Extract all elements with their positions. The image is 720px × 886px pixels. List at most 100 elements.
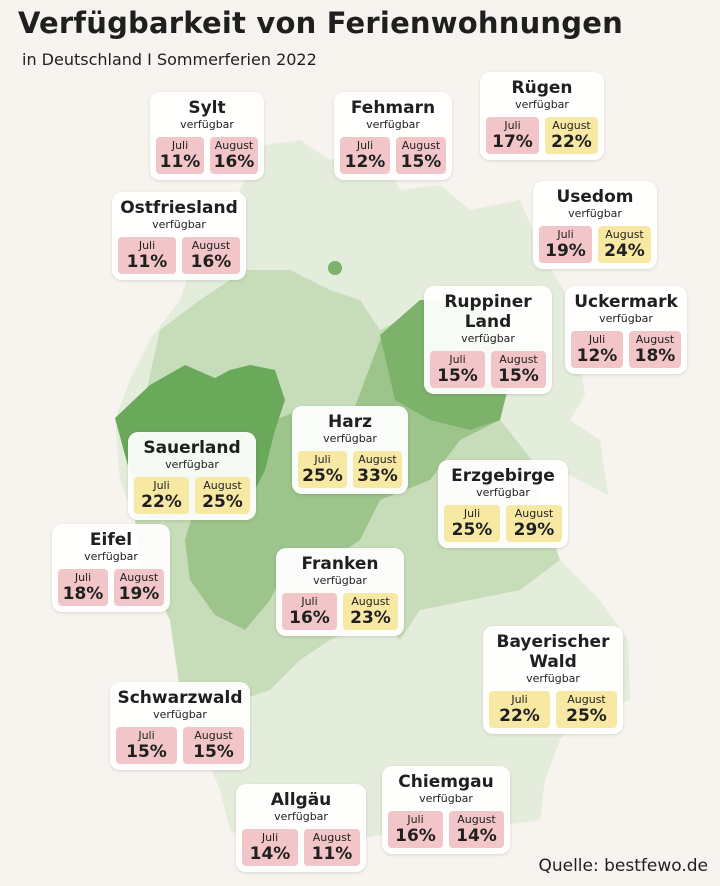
juli-value: 17% — [492, 132, 533, 152]
juli-value: 11% — [159, 152, 201, 172]
month-label: August — [119, 571, 159, 584]
region-label: verfügbar — [476, 486, 530, 499]
juli-value: 19% — [545, 241, 586, 261]
august-value: 15% — [498, 366, 539, 386]
juli-value: 12% — [576, 346, 618, 366]
month-label: Juli — [511, 693, 528, 706]
region-label: verfügbar — [419, 792, 473, 805]
region-name: Rügen — [511, 78, 573, 98]
juli-value: 14% — [249, 844, 291, 864]
region-name: Erzgebirge — [451, 466, 555, 486]
juli-value: 12% — [344, 152, 386, 172]
august-cell: August 23% — [343, 593, 398, 630]
juli-cell: Juli 14% — [242, 829, 298, 866]
august-cell: August 15% — [183, 727, 244, 764]
month-label: August — [358, 453, 397, 466]
month-label: Juli — [588, 333, 606, 346]
region-card-schwarzwald: Schwarzwald verfügbar Juli 15% August 15% — [110, 682, 250, 770]
juli-value: 25% — [451, 520, 493, 540]
juli-cell: Juli 12% — [340, 137, 390, 174]
august-value: 25% — [566, 706, 607, 726]
region-label: verfügbar — [84, 550, 138, 563]
august-value: 25% — [202, 492, 243, 512]
month-label: August — [351, 595, 390, 608]
august-value: 14% — [456, 826, 497, 846]
region-card-fehmarn: Fehmarn verfügbar Juli 12% August 15% — [334, 92, 452, 180]
month-label: Juli — [449, 353, 466, 366]
month-label: August — [214, 139, 254, 152]
month-label: Juli — [74, 571, 92, 584]
august-cell: August 24% — [598, 226, 651, 263]
region-card-sauerland: Sauerland verfügbar Juli 22% August 25% — [128, 432, 256, 520]
august-cell: August 33% — [353, 451, 402, 488]
august-cell: August 15% — [491, 351, 546, 388]
region-card-uckermark: Uckermark verfügbar Juli 12% August 18% — [565, 286, 687, 374]
juli-cell: Juli 22% — [134, 477, 189, 514]
region-label: verfügbar — [323, 432, 377, 445]
juli-cell: Juli 17% — [486, 117, 539, 154]
month-label: August — [191, 239, 231, 252]
region-name-line1: Ruppiner — [444, 292, 532, 312]
juli-cell: Juli 15% — [116, 727, 177, 764]
juli-value: 16% — [395, 826, 436, 846]
juli-cell: Juli 11% — [156, 137, 204, 174]
region-card-ruegen: Rügen verfügbar Juli 17% August 22% — [480, 72, 604, 160]
region-name: Eifel — [89, 530, 133, 550]
juli-value: 18% — [62, 584, 104, 604]
month-label: Juli — [138, 239, 156, 252]
month-label: August — [194, 729, 233, 742]
juli-cell: Juli 12% — [571, 331, 623, 368]
month-label: August — [552, 119, 591, 132]
august-value: 23% — [350, 608, 391, 628]
region-label: verfügbar — [165, 458, 219, 471]
month-label: Juli — [463, 507, 481, 520]
month-label: Juli — [504, 119, 521, 132]
region-name: Fehmarn — [350, 98, 436, 118]
region-card-erzgebirge: Erzgebirge verfügbar Juli 25% August 29% — [438, 460, 568, 548]
august-cell: August 16% — [182, 237, 240, 274]
region-card-allgaeu: Allgäu verfügbar Juli 14% August 11% — [236, 784, 366, 872]
august-value: 11% — [311, 844, 353, 864]
page-title: Verfügbarkeit von Ferienwohnungen — [18, 6, 623, 40]
region-card-eifel: Eifel verfügbar Juli 18% August 19% — [52, 524, 170, 612]
august-cell: August 29% — [506, 505, 562, 542]
month-label: August — [499, 353, 538, 366]
region-card-bayerischer-wald: Bayerischer Wald verfügbar Juli 22% Augus… — [483, 626, 623, 734]
august-value: 24% — [604, 241, 645, 261]
region-label: verfügbar — [515, 98, 569, 111]
month-label: Juli — [261, 831, 279, 844]
month-label: Juli — [557, 228, 574, 241]
month-label: Juli — [314, 453, 331, 466]
juli-value: 25% — [302, 466, 343, 486]
august-value: 16% — [190, 252, 232, 272]
region-name-line2: Land — [464, 312, 512, 332]
region-card-sylt: Sylt verfügbar Juli 11% August 16% — [150, 92, 264, 180]
juli-cell: Juli 11% — [118, 237, 176, 274]
region-name: Sauerland — [143, 438, 241, 458]
august-value: 16% — [213, 152, 255, 172]
juli-value: 11% — [126, 252, 168, 272]
region-card-harz: Harz verfügbar Juli 25% August 33% — [292, 406, 408, 494]
august-value: 18% — [634, 346, 676, 366]
juli-cell: Juli 16% — [282, 593, 337, 630]
august-cell: August 25% — [195, 477, 250, 514]
region-label: verfügbar — [366, 118, 420, 131]
region-name: Uckermark — [574, 292, 678, 312]
august-cell: August 25% — [556, 691, 617, 728]
juli-cell: Juli 18% — [58, 569, 108, 606]
juli-value: 15% — [437, 366, 478, 386]
august-value: 33% — [357, 466, 398, 486]
region-label: verfügbar — [274, 810, 328, 823]
month-label: August — [514, 507, 554, 520]
month-label: August — [567, 693, 606, 706]
august-cell: August 19% — [114, 569, 164, 606]
region-name: Schwarzwald — [117, 688, 243, 708]
august-value: 19% — [118, 584, 160, 604]
page-subtitle: in Deutschland I Sommerferien 2022 — [22, 50, 317, 69]
region-label: verfügbar — [461, 332, 515, 345]
region-name: Ostfriesland — [120, 198, 238, 218]
month-label: Juli — [153, 479, 170, 492]
month-label: Juli — [407, 813, 424, 826]
region-name: Allgäu — [270, 790, 332, 810]
region-name-line2: Wald — [529, 652, 577, 672]
